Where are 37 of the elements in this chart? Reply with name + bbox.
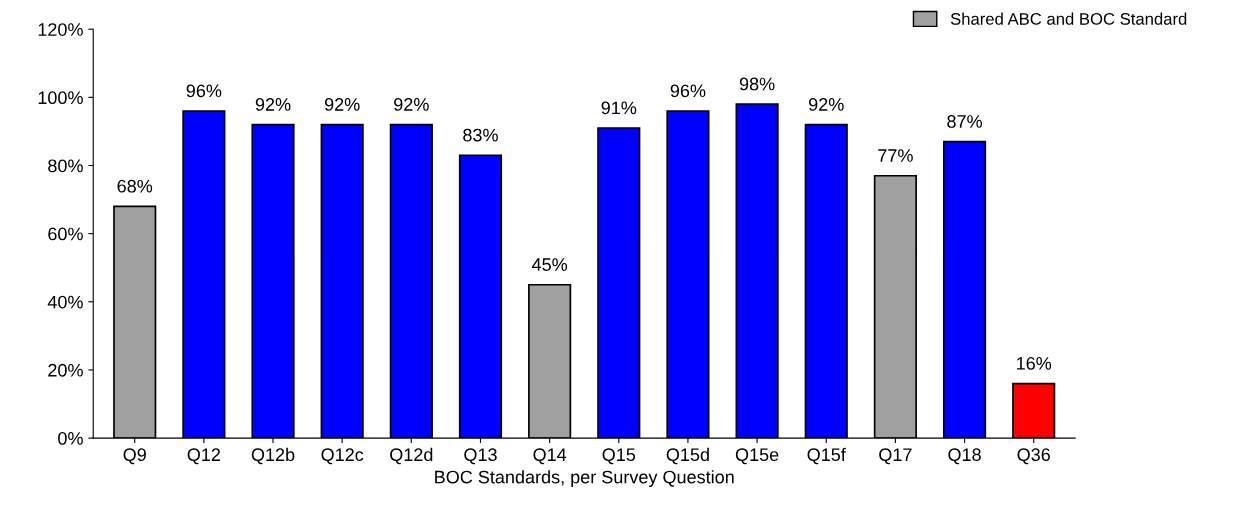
y-tick-label: 60% — [48, 227, 83, 241]
x-tick-label: Q15e — [735, 448, 779, 465]
x-axis-title: BOC Standards, per Survey Question — [435, 470, 734, 488]
x-tick-label: Q15 — [602, 448, 636, 465]
text: 87% — [947, 115, 982, 128]
text: 92% — [394, 98, 429, 111]
x-tick-label: Q15d — [666, 447, 709, 465]
text: 92% — [324, 98, 360, 111]
text: 91% — [601, 101, 637, 115]
text: 45% — [531, 258, 568, 271]
x-tick-label: Q9 — [123, 448, 146, 465]
text: 83% — [463, 128, 498, 142]
text: 98% — [739, 77, 775, 91]
x-tick-label: Q12c — [321, 448, 364, 465]
text: 96% — [186, 84, 222, 98]
text: 92% — [255, 98, 291, 111]
y-tick-label: 0% — [58, 432, 83, 445]
text: 16% — [1017, 356, 1052, 370]
y-tick-label: 100% — [38, 91, 83, 105]
x-tick-label: Q15f — [807, 447, 846, 465]
x-tick-label: Q36 — [1017, 448, 1050, 465]
x-tick-label: Q12b — [251, 447, 295, 465]
x-tick-label: Q13 — [464, 448, 497, 465]
legend-label: Shared ABC and BOC Standard — [950, 12, 1187, 25]
y-tick-label: 80% — [48, 159, 83, 173]
x-tick-label: Q12d — [390, 447, 433, 465]
text: 92% — [809, 98, 844, 111]
y-tick-label: 20% — [48, 363, 83, 377]
text: 68% — [117, 179, 153, 193]
y-tick-label: 120% — [38, 23, 83, 36]
x-tick-label: Q12 — [187, 448, 221, 465]
x-tick-label: Q18 — [948, 448, 981, 465]
y-tick-label: 40% — [47, 295, 83, 309]
x-tick-label: Q14 — [533, 448, 567, 465]
text: 77% — [878, 149, 913, 162]
text: 96% — [670, 84, 706, 98]
x-tick-label: Q17 — [879, 448, 912, 465]
